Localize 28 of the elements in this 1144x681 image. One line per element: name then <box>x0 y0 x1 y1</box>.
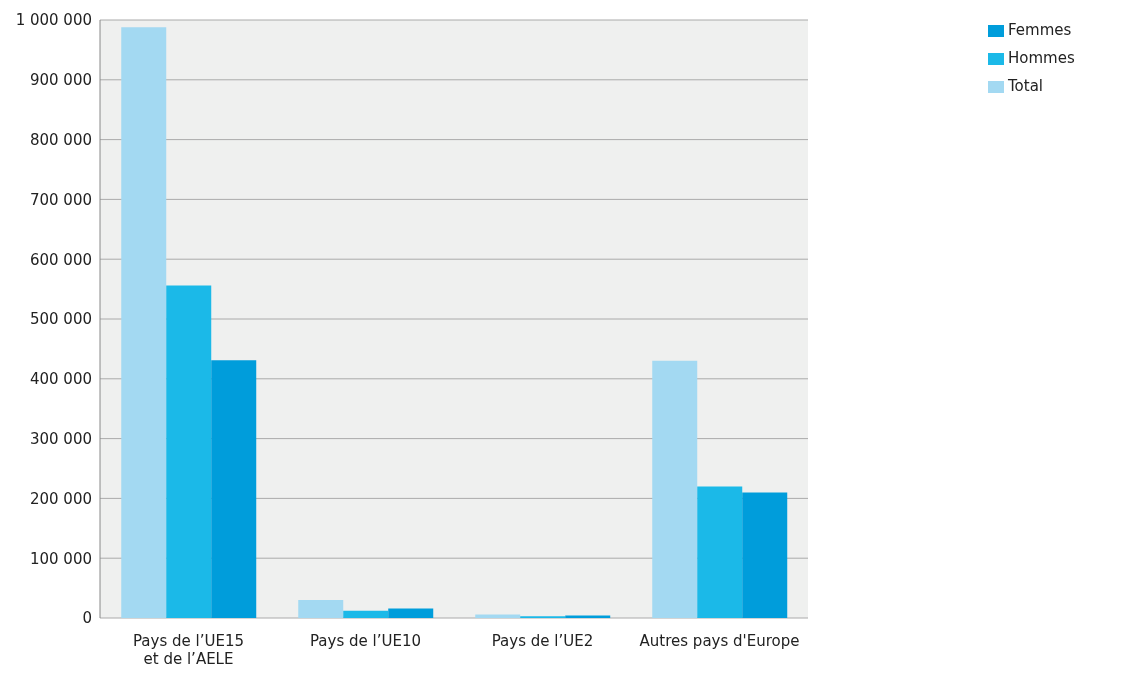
bar <box>298 600 344 618</box>
legend-label: Hommes <box>1008 49 1075 67</box>
bar <box>121 27 167 618</box>
y-tick-label: 200 000 <box>29 489 92 508</box>
y-tick-label: 1 000 000 <box>15 11 92 30</box>
y-tick-label: 800 000 <box>29 130 92 149</box>
y-tick-label: 100 000 <box>29 549 92 568</box>
legend-label: Femmes <box>1008 21 1072 39</box>
bar <box>475 614 521 618</box>
y-tick-label: 600 000 <box>29 250 92 269</box>
x-tick-label: Pays de l’UE2 <box>491 632 594 650</box>
y-tick-label: 0 <box>82 609 92 628</box>
x-tick-label: Pays de l’UE10 <box>309 632 422 650</box>
x-tick-label: Autres pays d'Europe <box>639 632 800 650</box>
x-tick-label: Pays de l’UE15 et de l’AELE <box>132 632 245 668</box>
y-tick-label: 700 000 <box>29 190 92 209</box>
bar <box>211 360 257 618</box>
bar <box>166 285 212 618</box>
y-tick-label: 400 000 <box>29 370 92 389</box>
y-tick-label: 900 000 <box>29 71 92 90</box>
y-tick-label: 300 000 <box>29 429 92 448</box>
bar <box>742 492 788 618</box>
y-tick-label: 500 000 <box>29 310 92 329</box>
bar <box>343 610 389 618</box>
bar <box>652 360 698 618</box>
bar <box>388 608 434 618</box>
legend-label: Total <box>1008 77 1044 95</box>
bar <box>697 486 743 618</box>
